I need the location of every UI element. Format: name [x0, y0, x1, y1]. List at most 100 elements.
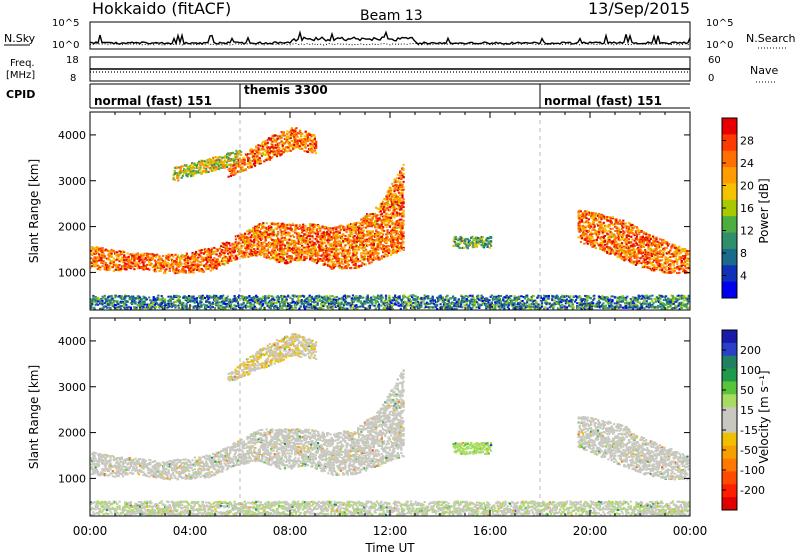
power-cell — [388, 220, 391, 223]
power-cell — [337, 242, 340, 245]
power-cell — [282, 225, 285, 228]
power-cell — [263, 148, 266, 151]
power-cell — [390, 187, 393, 190]
power-cell — [268, 147, 272, 150]
power-cell — [387, 217, 390, 220]
power-cell — [121, 250, 125, 253]
power-cell — [199, 261, 202, 264]
power-cell — [262, 250, 265, 252]
power-cell — [192, 260, 195, 263]
power-cell — [334, 226, 337, 229]
power-cell — [621, 258, 624, 261]
power-cell — [335, 243, 338, 246]
power-cell — [296, 248, 299, 250]
power-cell — [304, 257, 307, 260]
power-cell — [240, 233, 243, 236]
power-cell — [214, 156, 217, 159]
power-cell — [262, 235, 265, 238]
power-cell — [454, 238, 457, 241]
power-cell — [632, 247, 635, 250]
power-cell — [386, 223, 389, 226]
power-cell — [376, 254, 379, 257]
power-cell — [388, 225, 391, 228]
power-cell — [627, 235, 631, 238]
power-cell — [315, 238, 318, 241]
power-cell — [254, 152, 257, 155]
power-cell — [337, 260, 340, 263]
power-cell — [205, 170, 208, 172]
power-cell — [272, 229, 275, 231]
power-cell — [234, 241, 237, 244]
power-cell — [234, 238, 237, 241]
power-cell — [611, 216, 615, 219]
power-cell — [371, 231, 374, 234]
power-cell — [196, 161, 200, 164]
power-cell — [235, 160, 238, 163]
power-cell — [618, 234, 621, 237]
power-cell — [344, 266, 347, 268]
power-cell — [140, 266, 143, 268]
power-cell — [375, 252, 378, 254]
power-cell — [385, 212, 388, 215]
power-cell — [400, 242, 403, 245]
power-cell — [383, 202, 386, 205]
power-cell — [340, 260, 344, 263]
power-cell — [205, 263, 208, 265]
power-cell — [201, 164, 204, 167]
power-cell — [295, 249, 298, 252]
power-cell — [249, 251, 252, 254]
power-cell — [323, 235, 326, 238]
power-cell — [392, 212, 395, 215]
power-cell — [321, 249, 324, 252]
power-cell — [193, 162, 196, 165]
power-cell — [351, 243, 354, 246]
power-cell — [323, 241, 326, 244]
power-cell — [391, 219, 394, 222]
power-cell — [255, 156, 258, 159]
power-cell — [614, 234, 617, 237]
power-cell — [606, 216, 609, 218]
power-cell — [235, 152, 238, 155]
power-cell — [121, 261, 125, 264]
power-cell — [248, 162, 251, 165]
power-cell — [280, 234, 283, 237]
power-cell — [135, 264, 138, 267]
power-cell — [384, 198, 387, 201]
power-cell — [363, 234, 366, 237]
power-cell — [370, 219, 373, 222]
power-cell — [468, 239, 472, 242]
power-cell — [259, 242, 263, 244]
power-cell — [335, 249, 338, 252]
power-cell — [192, 264, 195, 267]
power-cell — [400, 177, 403, 180]
power-cell — [378, 240, 381, 243]
power-cell — [338, 244, 341, 247]
power-cell — [302, 259, 305, 262]
power-cell — [302, 226, 305, 229]
power-cell — [188, 171, 191, 174]
power-cell — [392, 215, 395, 218]
power-cell — [385, 218, 388, 221]
power-cell — [295, 225, 298, 228]
power-cell — [125, 268, 128, 271]
power-cell — [186, 256, 190, 259]
power-cell — [580, 220, 584, 223]
power-cell — [399, 187, 402, 190]
power-cell — [192, 166, 195, 168]
power-cell — [109, 262, 112, 265]
power-cell — [375, 247, 378, 250]
power-cell — [388, 192, 391, 195]
power-cell — [256, 234, 259, 236]
power-cell — [133, 264, 136, 267]
power-cell — [313, 137, 316, 140]
power-cell — [382, 226, 385, 228]
power-cell — [144, 266, 147, 269]
power-cell — [346, 241, 349, 244]
power-cell — [226, 252, 230, 255]
power-cell — [231, 254, 234, 257]
power-cell — [237, 249, 240, 252]
power-cell — [279, 250, 282, 253]
power-cell — [635, 235, 639, 238]
power-cell — [280, 153, 283, 156]
power-cell — [296, 235, 299, 238]
